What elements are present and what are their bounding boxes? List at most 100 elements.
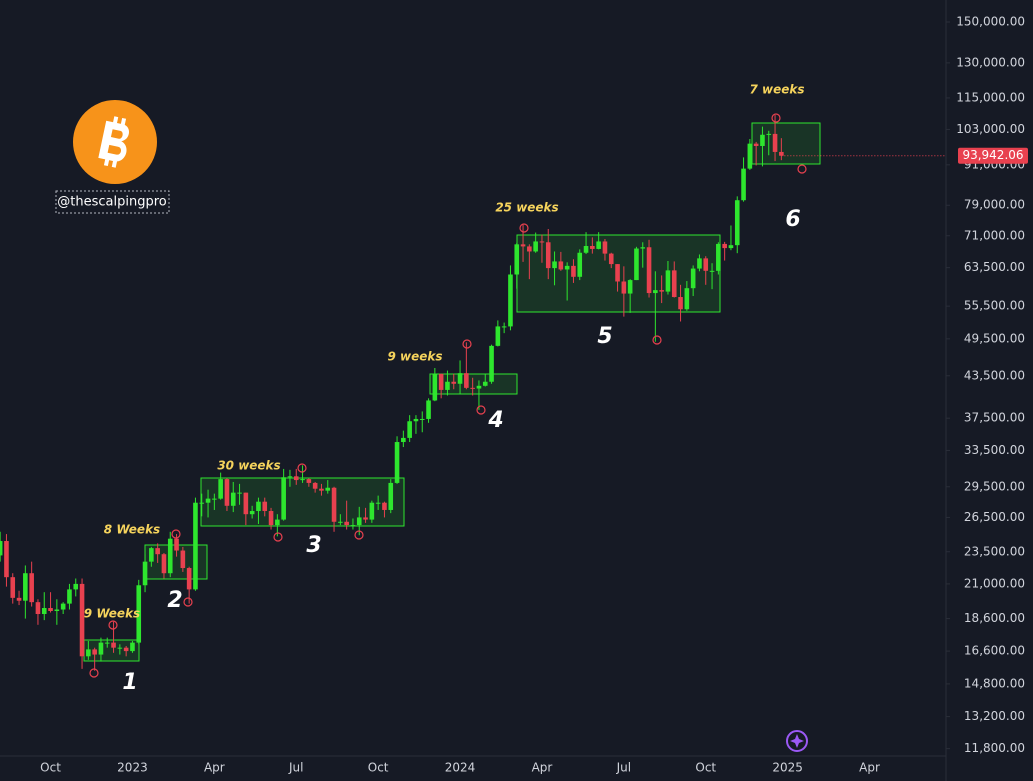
candle-body [697,258,702,269]
candle-body [779,151,784,156]
star [790,734,804,748]
candle-body [401,437,406,443]
candle-body [369,502,375,520]
y-tick-label: 115,000.00 [956,90,1025,104]
x-tick-label: 2024 [445,761,476,775]
candle-body [445,381,450,390]
candle-body [60,603,66,610]
candle-body [193,502,198,590]
candle-body [608,253,614,265]
y-tick-label: 23,500.00 [964,544,1025,558]
candle-body [212,498,217,500]
y-tick-label: 14,800.00 [964,676,1025,690]
x-tick-label: Oct [368,761,389,775]
y-tick-label: 55,500.00 [964,299,1025,313]
candle-body [111,642,116,648]
candle-body [653,290,658,294]
x-tick-label: 2023 [117,761,148,775]
candle-body [86,649,91,657]
candle-body [665,270,671,292]
x-tick-label: 2025 [772,761,803,775]
candle-body [703,258,709,271]
candle-body [432,373,438,401]
watermark-frame [55,190,170,214]
candle-body [539,241,545,243]
candle-body [596,241,601,249]
candle-body [54,609,60,612]
candle-body [753,143,759,146]
candle-body [218,479,223,499]
candle-body [199,502,205,504]
candle-body [577,252,583,277]
y-tick-label: 79,000.00 [964,198,1025,212]
pivot-marker [462,339,472,349]
candle-body [29,573,34,603]
candle-body [583,246,589,253]
logo-b-shape [98,120,129,162]
candle-body [230,492,236,506]
pivot-marker [89,668,99,678]
candle-body [501,326,507,328]
candle-body [167,538,173,574]
range-number: 3 [306,533,321,558]
candle-body [571,265,576,277]
candle-body [527,246,532,252]
candle-body [615,264,620,282]
candle-body [407,421,412,438]
y-tick-label: 33,500.00 [964,443,1025,457]
candle-body [741,168,746,201]
candle-body [312,482,318,489]
candle-body [419,418,425,420]
candle-body [482,381,488,386]
candle-body [646,247,652,294]
candle-body [130,642,135,652]
logo-b [98,116,129,168]
candle-body [659,290,664,292]
candle-body [747,143,753,169]
y-tick-label: 49,500.00 [964,331,1025,345]
y-tick-label: 26,500.00 [964,510,1025,524]
candle-body [224,479,230,506]
pivot-marker [183,597,193,607]
y-tick-label: 29,500.00 [964,479,1025,493]
candle-body [92,649,97,655]
pivot-marker [108,620,118,630]
candle-body [457,373,463,384]
candle-body [728,245,734,249]
candle-body [79,583,85,657]
annotations: 9 Weeks 1 8 Weeks 2 30 weeks 3 9 weeks 4 25 week… [84,83,805,696]
candle-body [0,541,3,556]
candle-body [161,554,167,574]
logo-b-bar [103,158,110,167]
candle-body [356,517,362,526]
pivot-marker [171,529,181,539]
pivot-marker [354,530,364,540]
pivot-marker [797,164,807,174]
candle-body [671,270,677,298]
x-tick-label: Oct [695,761,716,775]
range-label: 25 weeks [495,201,558,215]
candle-body [476,385,482,389]
candle-body [520,244,526,247]
candle-body [344,521,349,526]
candle-body [186,568,192,590]
candle-body [155,548,160,555]
pivot-marker [273,532,283,542]
candle-body [41,608,47,615]
y-tick-label: 71,000.00 [964,228,1025,242]
candle-body [293,476,299,481]
candle-body [684,288,690,310]
last-price-box [958,147,1028,164]
bitcoin-logo: @thescalpingpro [55,100,170,214]
y-tick-label: 130,000.00 [956,55,1025,69]
pivot-marker [476,405,486,415]
candle-body [470,387,475,389]
candle-body [438,373,444,390]
range-label: 7 weeks [749,83,804,97]
range-number: 4 [487,408,503,433]
candle-body [495,326,501,346]
candle-body [67,589,72,604]
candle-body [678,297,683,310]
candle-body [48,608,53,612]
